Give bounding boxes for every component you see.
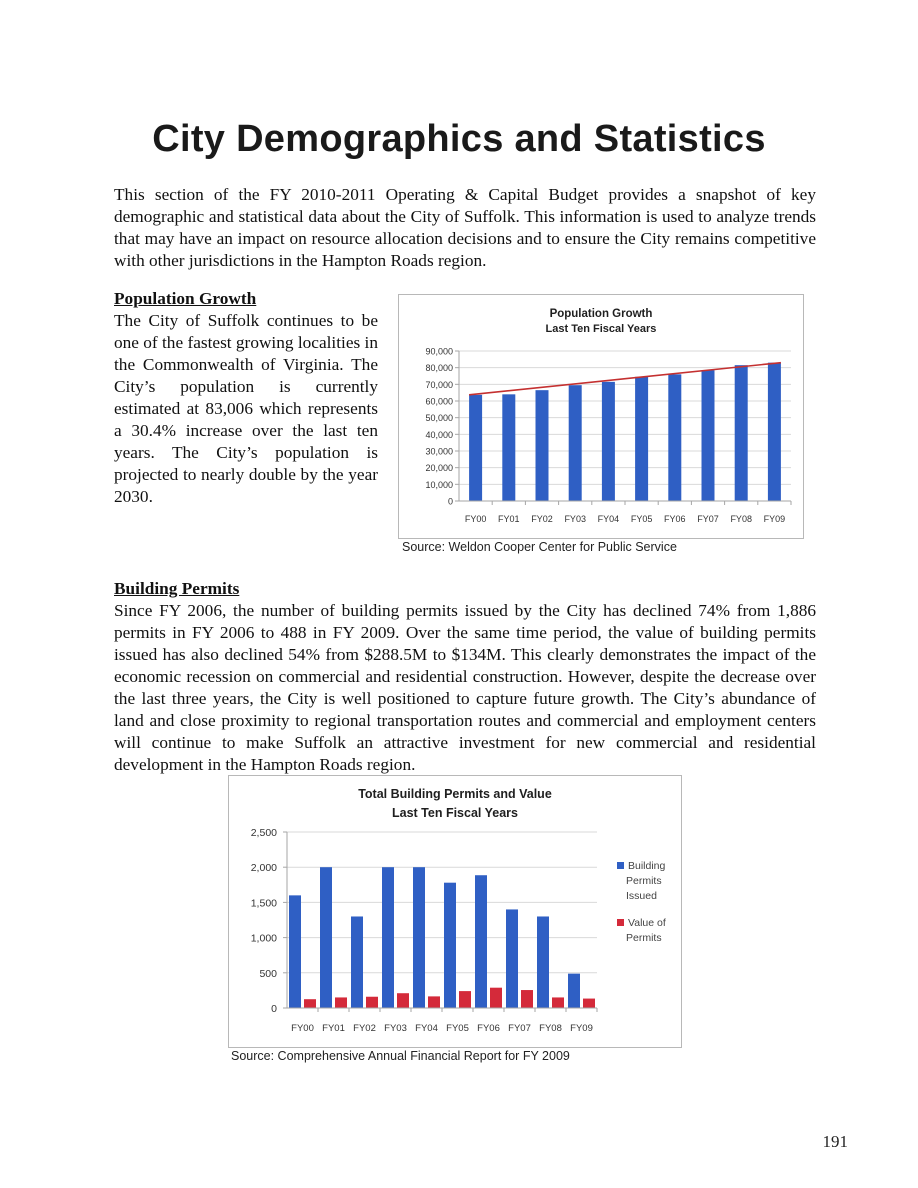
x-tick-label: FY09 <box>764 514 786 524</box>
page-title: City Demographics and Statistics <box>152 118 766 160</box>
x-tick-label: FY07 <box>697 514 719 524</box>
permits-issued-bar <box>475 875 487 1008</box>
x-tick-label: FY04 <box>415 1023 438 1034</box>
population-bar <box>568 385 582 501</box>
population-bar <box>767 362 781 501</box>
permits-issued-bar <box>413 867 425 1008</box>
y-tick-label: 500 <box>259 968 277 980</box>
x-tick-label: FY06 <box>477 1023 500 1034</box>
permits-issued-bar <box>351 916 363 1008</box>
y-tick-label: 0 <box>271 1003 277 1015</box>
trend-line <box>469 361 781 396</box>
x-tick-label: FY00 <box>465 514 487 524</box>
x-tick-label: FY00 <box>291 1023 314 1034</box>
x-tick-label: FY09 <box>570 1023 593 1034</box>
permits-issued-bar <box>382 867 394 1008</box>
population-bar <box>469 394 483 501</box>
population-bar <box>734 365 748 501</box>
y-tick-label: 0 <box>448 497 453 507</box>
permit-value-bar <box>366 996 378 1008</box>
y-tick-label: 1,000 <box>251 933 277 945</box>
permit-value-bar <box>397 993 409 1008</box>
y-tick-label: 20,000 <box>425 463 453 473</box>
y-tick-label: 2,500 <box>251 827 277 839</box>
population-bar <box>535 390 549 501</box>
population-chart-frame: Population Growth Last Ten Fiscal Years 0 1… <box>398 294 804 539</box>
permit-value-bar <box>583 998 595 1008</box>
building-permits-chart-frame: Total Building Permits and Value Last Ten… <box>228 775 682 1048</box>
permit-value-bar <box>459 991 471 1008</box>
population-growth-chart: Population Growth Last Ten Fiscal Years 0 1… <box>425 308 792 524</box>
x-tick-label: FY01 <box>322 1023 345 1034</box>
population-bar <box>502 394 516 501</box>
population-bar <box>668 374 682 501</box>
y-tick-label: 50,000 <box>425 413 453 423</box>
chart-title: Population Growth <box>550 308 653 320</box>
building-permits-paragraph: Since FY 2006, the number of building pe… <box>114 601 816 774</box>
population-chart-source: Source: Weldon Cooper Center for Public … <box>402 540 677 554</box>
y-tick-label: 30,000 <box>425 447 453 457</box>
population-growth-paragraph: The City of Suffolk continues to be one … <box>114 311 378 506</box>
permits-issued-bar <box>568 973 580 1008</box>
permit-value-bar <box>521 990 533 1008</box>
permit-value-bar <box>304 999 316 1008</box>
permits-issued-bar <box>289 895 301 1008</box>
y-tick-label: 90,000 <box>425 347 453 357</box>
chart-title: Total Building Permits and Value <box>358 787 552 801</box>
x-tick-label: FY05 <box>446 1023 469 1034</box>
population-bar <box>635 376 649 501</box>
intro-paragraph: This section of the FY 2010-2011 Operati… <box>114 185 816 270</box>
x-tick-label: FY02 <box>531 514 553 524</box>
permit-value-bar <box>552 997 564 1008</box>
permits-issued-bar <box>444 882 456 1008</box>
y-tick-label: 80,000 <box>425 363 453 373</box>
population-growth-heading: Population Growth <box>114 289 257 308</box>
y-tick-label: 1,500 <box>251 897 277 909</box>
population-bar <box>701 370 715 501</box>
permit-value-bar <box>490 987 502 1008</box>
legend-label-permits: Building Permits Issued <box>626 860 666 902</box>
chart-subtitle: Last Ten Fiscal Years <box>392 806 518 820</box>
x-tick-label: FY04 <box>598 514 620 524</box>
legend-swatch-permits <box>617 862 624 869</box>
chart-subtitle: Last Ten Fiscal Years <box>546 323 657 335</box>
permits-issued-bar <box>320 867 332 1008</box>
population-bar <box>601 381 615 501</box>
x-tick-label: FY06 <box>664 514 686 524</box>
y-tick-label: 70,000 <box>425 380 453 390</box>
x-tick-label: FY03 <box>564 514 586 524</box>
building-permits-chart-source: Source: Comprehensive Annual Financial R… <box>231 1049 570 1063</box>
permit-value-bar <box>335 997 347 1008</box>
y-tick-label: 10,000 <box>425 480 453 490</box>
building-permits-chart: Total Building Permits and Value Last Ten… <box>251 787 666 1034</box>
x-tick-label: FY07 <box>508 1023 531 1034</box>
y-tick-label: 60,000 <box>425 397 453 407</box>
x-tick-label: FY05 <box>631 514 653 524</box>
x-tick-label: FY03 <box>384 1023 407 1034</box>
permits-issued-bar <box>537 916 549 1008</box>
x-tick-label: FY01 <box>498 514 520 524</box>
building-permits-heading: Building Permits <box>114 579 240 598</box>
y-tick-label: 2,000 <box>251 862 277 874</box>
legend-swatch-value <box>617 919 624 926</box>
x-tick-label: FY08 <box>539 1023 562 1034</box>
x-tick-label: FY08 <box>730 514 752 524</box>
permits-issued-bar <box>506 909 518 1008</box>
x-tick-label: FY02 <box>353 1023 376 1034</box>
page-number: 191 <box>822 1132 849 1151</box>
permit-value-bar <box>428 996 440 1008</box>
y-tick-label: 40,000 <box>425 430 453 440</box>
legend-label-value: Value of Permits <box>626 917 666 944</box>
